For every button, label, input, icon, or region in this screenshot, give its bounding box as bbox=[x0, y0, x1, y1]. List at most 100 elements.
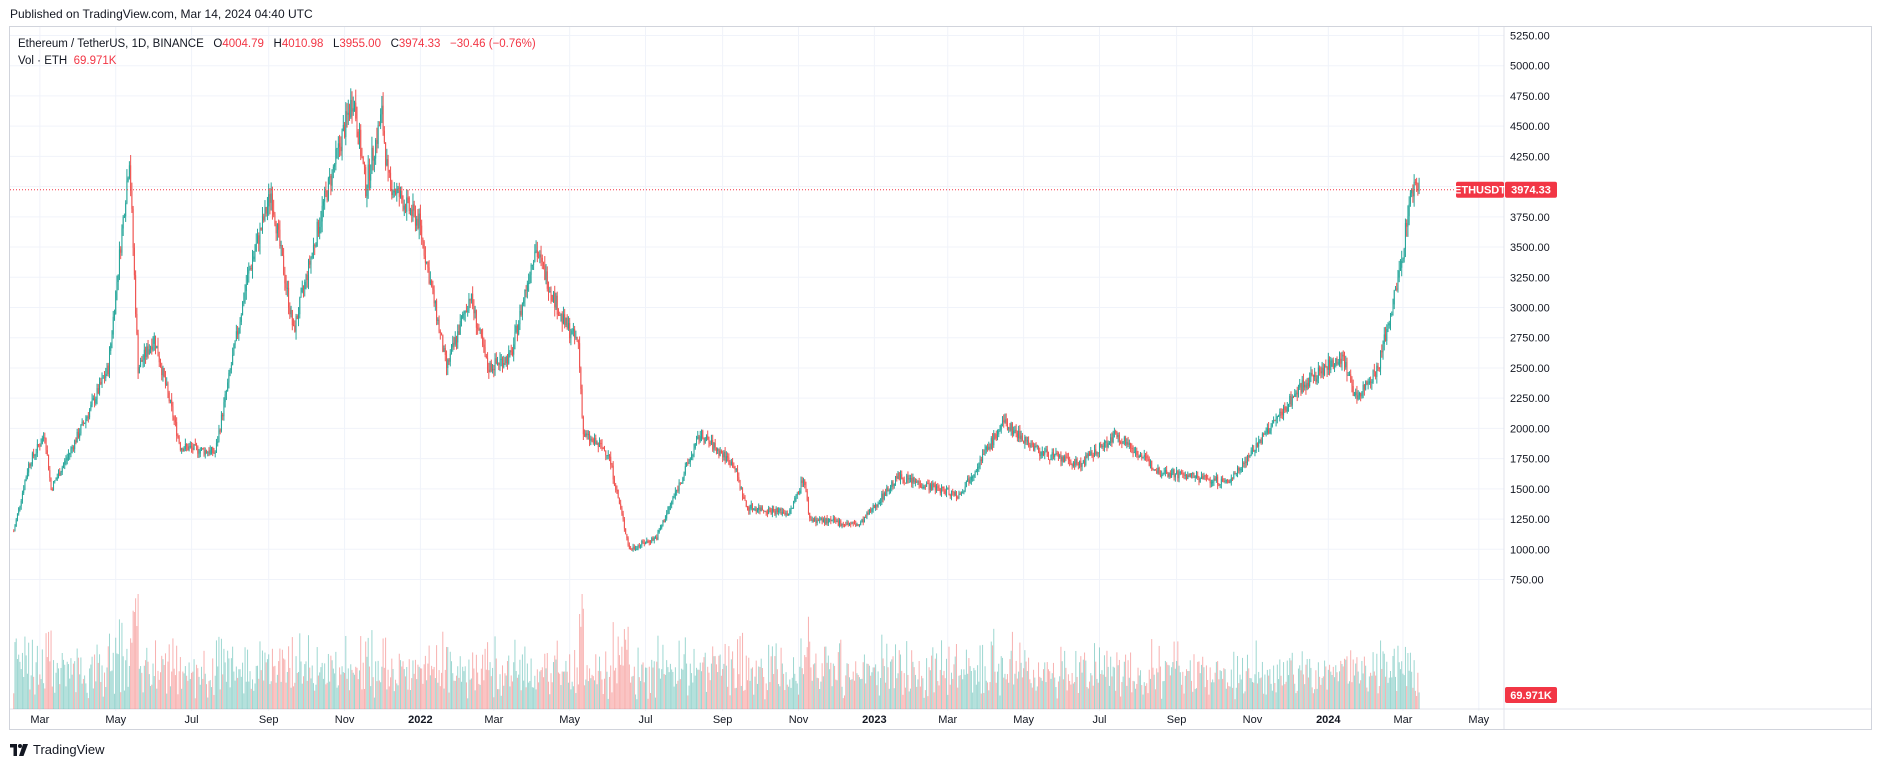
volume-bar bbox=[150, 686, 152, 709]
volume-bar bbox=[157, 670, 159, 709]
candle-body bbox=[331, 169, 333, 186]
candle-body bbox=[611, 464, 613, 466]
volume-bar bbox=[99, 654, 101, 709]
candle-body bbox=[143, 349, 145, 360]
candle-body bbox=[298, 314, 300, 320]
volume-bar bbox=[590, 678, 592, 709]
candle-body bbox=[337, 143, 339, 149]
volume-bar bbox=[1142, 694, 1144, 709]
volume-bar bbox=[733, 668, 735, 709]
candle-body bbox=[605, 450, 607, 456]
volume-bar bbox=[1250, 678, 1252, 709]
candle-body bbox=[212, 447, 214, 453]
volume-bar bbox=[569, 654, 571, 709]
volume-bar bbox=[1159, 666, 1161, 709]
volume-bar bbox=[413, 673, 415, 709]
volume-bar bbox=[143, 665, 145, 709]
volume-bar bbox=[215, 640, 217, 709]
volume-bar bbox=[743, 690, 745, 709]
candle-body bbox=[1123, 437, 1125, 442]
volume-legend-row: Vol · ETH 69.971K bbox=[18, 53, 536, 70]
symbol-label: Ethereum / TetherUS, 1D, BINANCE bbox=[18, 38, 204, 50]
candle-body bbox=[714, 443, 716, 448]
volume-bar bbox=[771, 646, 773, 709]
volume-bar bbox=[174, 675, 176, 709]
volume-bar bbox=[368, 666, 370, 709]
candle-body bbox=[168, 392, 170, 402]
footer-brand[interactable]: TradingView bbox=[10, 742, 105, 757]
candle-body bbox=[64, 460, 66, 465]
volume-bar bbox=[552, 662, 554, 709]
volume-bar bbox=[564, 671, 566, 709]
candle-body bbox=[1013, 430, 1015, 435]
candle-body bbox=[653, 537, 655, 541]
volume-bar bbox=[856, 673, 858, 709]
candle-body bbox=[1112, 433, 1114, 443]
candle-body bbox=[924, 486, 926, 488]
volume-bar bbox=[657, 635, 659, 709]
candle-body bbox=[255, 243, 257, 251]
volume-bar bbox=[422, 683, 424, 709]
volume-bar bbox=[199, 684, 201, 709]
candle-body bbox=[289, 307, 291, 315]
candle-body bbox=[1090, 451, 1092, 456]
volume-bar bbox=[810, 667, 812, 709]
candle-body bbox=[102, 377, 104, 379]
volume-bar bbox=[207, 697, 209, 709]
volume-bar bbox=[1270, 683, 1272, 709]
candle-body bbox=[958, 493, 960, 498]
chart-frame[interactable]: 750.00 1000.00 1250.00 1500.00 1750.00 2000.0… bbox=[9, 26, 1872, 730]
candle-body bbox=[1105, 441, 1107, 443]
volume-bar bbox=[1383, 653, 1385, 709]
volume-bar bbox=[1087, 688, 1089, 709]
volume-bar bbox=[1251, 682, 1253, 709]
candle-body bbox=[1314, 375, 1316, 378]
candle-body bbox=[595, 438, 597, 445]
high-value: 4010.98 bbox=[281, 38, 324, 50]
volume-bar bbox=[871, 672, 873, 709]
candle-body bbox=[917, 481, 919, 483]
volume-bar bbox=[1005, 679, 1007, 709]
candle-body bbox=[220, 414, 222, 431]
candle-body bbox=[618, 497, 620, 504]
volume-bar bbox=[793, 657, 795, 709]
candle-body bbox=[984, 449, 986, 455]
candle-body bbox=[448, 359, 450, 362]
volume-bar bbox=[1194, 688, 1196, 709]
volume-bar bbox=[975, 684, 977, 709]
candle-body bbox=[123, 216, 125, 218]
volume-bar bbox=[1019, 642, 1021, 709]
candle-body bbox=[77, 431, 79, 438]
volume-bar bbox=[858, 677, 860, 709]
volume-bar bbox=[819, 688, 821, 709]
volume-bar bbox=[546, 653, 548, 709]
candlestick-chart[interactable]: 750.001000.001250.001500.001750.002000.0… bbox=[10, 27, 1871, 729]
candle-body bbox=[416, 218, 418, 226]
candle-body bbox=[691, 455, 693, 458]
volume-bar bbox=[1259, 678, 1261, 709]
volume-bar bbox=[451, 661, 453, 709]
candle-body bbox=[1015, 429, 1017, 434]
volume-bar bbox=[848, 677, 850, 709]
volume-bar bbox=[1188, 671, 1190, 709]
candle-body bbox=[697, 436, 699, 439]
candle-body bbox=[687, 462, 689, 464]
candle-body bbox=[857, 524, 859, 526]
volume-bar bbox=[764, 699, 766, 709]
candle-body bbox=[973, 474, 975, 477]
volume-bar bbox=[1098, 647, 1100, 709]
candle-body bbox=[795, 495, 797, 498]
volume-bar bbox=[700, 671, 702, 709]
candle-body bbox=[382, 105, 384, 131]
volume-bar bbox=[84, 675, 86, 709]
volume-bar bbox=[1125, 654, 1127, 709]
candle-body bbox=[312, 245, 314, 253]
candle-body bbox=[1392, 304, 1394, 314]
volume-bar bbox=[106, 667, 108, 709]
volume-bar bbox=[719, 654, 721, 709]
volume-bar bbox=[194, 698, 196, 709]
volume-bar bbox=[923, 697, 925, 709]
candle-body bbox=[66, 457, 68, 461]
candle-body bbox=[778, 510, 780, 513]
candle-body bbox=[742, 487, 744, 497]
